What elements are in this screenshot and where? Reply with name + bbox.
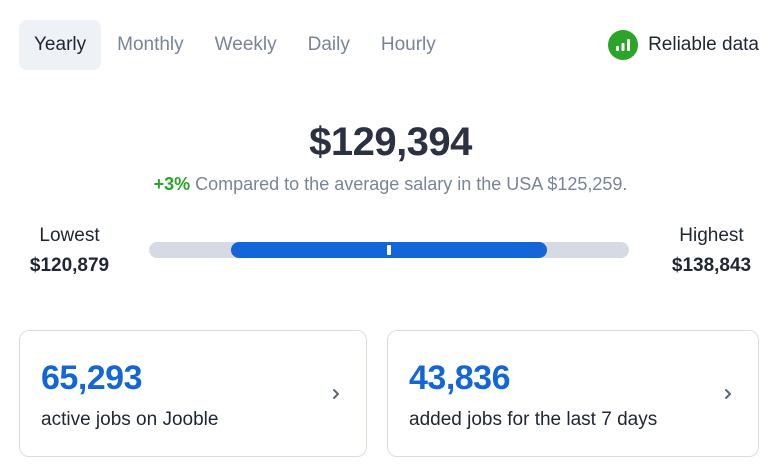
tab-daily[interactable]: Daily: [307, 34, 350, 55]
new-jobs-label: added jobs for the last 7 days: [409, 409, 658, 430]
salary-comparison: +3% Compared to the average salary in th…: [0, 174, 781, 195]
reliable-data-label: Reliable data: [648, 34, 759, 55]
bar-chart-icon: [608, 30, 639, 60]
salary-marker: [387, 245, 391, 255]
active-jobs-count: 65,293: [41, 359, 143, 397]
period-tabs: Yearly Monthly Weekly Daily Hourly: [19, 20, 452, 70]
tab-hourly[interactable]: Hourly: [380, 34, 436, 55]
chevron-right-icon: [333, 389, 339, 399]
reliable-data-badge: Reliable data: [608, 30, 759, 60]
lowest-label: Lowest: [39, 225, 100, 246]
tab-monthly[interactable]: Monthly: [117, 34, 184, 55]
salary-value: $129,394: [309, 120, 472, 164]
highest-label: Highest: [679, 225, 744, 246]
lowest-value: $120,879: [29, 255, 110, 276]
new-jobs-card[interactable]: 43,836 added jobs for the last 7 days: [387, 330, 759, 457]
comparison-text: Compared to the average salary in the US…: [195, 174, 628, 194]
new-jobs-count: 43,836: [409, 359, 511, 397]
lowest-salary: Lowest $120,879: [22, 225, 117, 277]
tab-yearly[interactable]: Yearly: [19, 20, 102, 70]
salary-range-bar: [149, 242, 629, 258]
tab-weekly[interactable]: Weekly: [214, 34, 277, 55]
comparison-percent: +3%: [153, 174, 191, 194]
active-jobs-card[interactable]: 65,293 active jobs on Jooble: [19, 330, 367, 457]
active-jobs-label: active jobs on Jooble: [41, 409, 219, 430]
highest-salary: Highest $138,843: [664, 225, 759, 277]
chevron-right-icon: [725, 389, 731, 399]
highest-value: $138,843: [671, 255, 752, 276]
